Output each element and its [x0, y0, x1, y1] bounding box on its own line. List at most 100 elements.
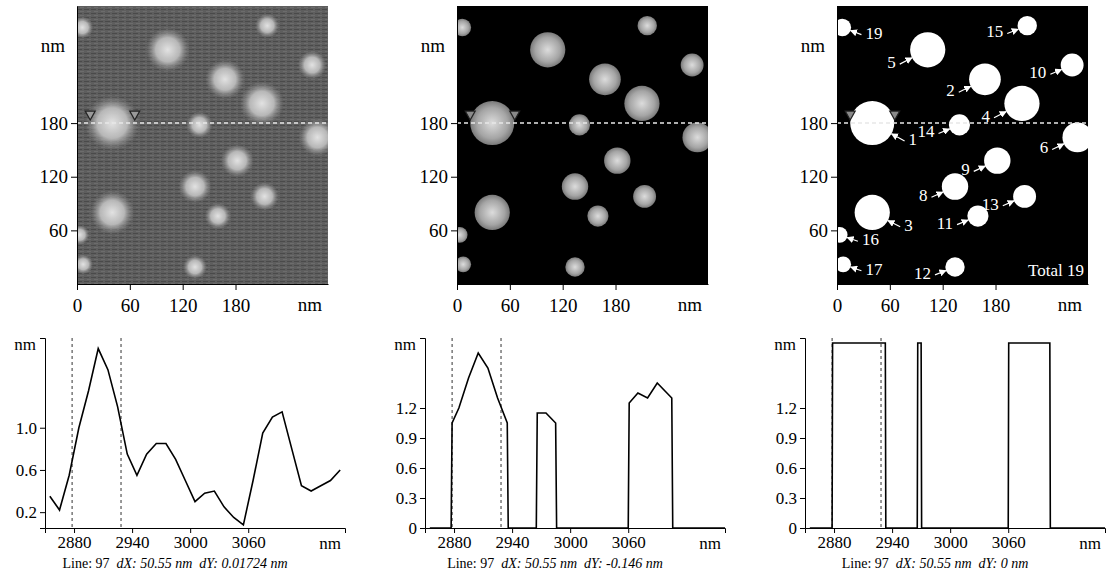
tick: 120 [40, 166, 78, 187]
tick: 3000 [934, 528, 968, 552]
tick-label: 120 [800, 166, 829, 187]
particle [569, 114, 590, 135]
label-arrow [900, 58, 912, 64]
particle [179, 170, 212, 203]
tick-mark [71, 230, 77, 231]
particle-label: 17 [865, 260, 883, 279]
tick: 120 [549, 284, 578, 316]
axis-line [77, 7, 78, 285]
tick-mark [510, 284, 511, 290]
tick-mark [457, 284, 458, 290]
tick-label: 2940 [496, 533, 530, 552]
tick-label: 3060 [992, 533, 1026, 552]
particle [90, 190, 134, 234]
x-axis-title: nm [1058, 294, 1083, 315]
tick-label: 3000 [174, 533, 208, 552]
tick-label: 0.9 [776, 429, 797, 448]
particle [984, 147, 1010, 173]
axis-line [78, 284, 329, 285]
tick-mark [996, 284, 997, 290]
tick-label: 0 [833, 295, 843, 316]
tick-mark [563, 284, 564, 290]
label-arrow [957, 220, 968, 225]
figure: 06012018060120180nmnm06012018060120180nm… [0, 0, 1114, 574]
tick-mark [40, 428, 45, 429]
particle [638, 16, 657, 35]
tick-label: 2880 [58, 533, 92, 552]
tick: 2940 [496, 528, 530, 552]
axis-line [457, 7, 458, 285]
axis: 060120180 [73, 284, 329, 316]
tick: 120 [169, 284, 198, 316]
tick: 120 [420, 166, 458, 187]
label-arrow [935, 271, 946, 275]
particle [589, 63, 621, 95]
axis: 00.30.60.91.2 [396, 339, 426, 538]
caption-part: dX: 50.55 nm [117, 556, 193, 571]
tick-label: 0.6 [396, 459, 417, 478]
particle [475, 195, 510, 230]
tick-label: 180 [800, 113, 829, 134]
tick-label: 60 [429, 220, 448, 241]
profile-line [457, 122, 708, 124]
tick-mark [831, 230, 837, 231]
particle [565, 257, 584, 276]
particle [457, 256, 471, 272]
particle-label: 5 [887, 53, 896, 72]
axis: 60120180 [800, 7, 838, 285]
cursor-line [72, 338, 73, 528]
particle-label: 13 [982, 195, 999, 214]
tick-mark [831, 177, 837, 178]
tick-mark [800, 468, 805, 469]
y-axis-title: nm [421, 35, 446, 56]
tick-label: 1.2 [396, 399, 417, 418]
particle [457, 19, 471, 37]
tick: 2880 [58, 528, 92, 552]
image-background [837, 6, 1088, 284]
axis: 2880294030003060 [426, 528, 726, 552]
tick-label: 2940 [876, 533, 910, 552]
particle-label: 12 [914, 264, 931, 283]
caption-part: dY: -0.146 nm [584, 556, 663, 571]
caption-part: Line: 97 [447, 556, 494, 571]
tick-label: 0.3 [776, 489, 797, 508]
tick: 60 [429, 220, 457, 241]
tick: 60 [49, 220, 77, 241]
tick: 0 [453, 284, 463, 316]
x-axis-title: nm [298, 294, 323, 315]
x-axis-title: nm [1079, 534, 1101, 553]
particle [681, 54, 704, 77]
tick-label: 3000 [554, 533, 588, 552]
image-panel: 06012018060120180nmnm1234568910111213141… [800, 6, 1093, 316]
tick-mark [420, 528, 425, 529]
tick-mark [800, 408, 805, 409]
y-axis-title: nm [394, 335, 416, 354]
tick-mark [71, 123, 77, 124]
profile-cursor [465, 111, 475, 120]
caption: Line: 97dX: 50.55 nmdY: 0 nm [842, 556, 1029, 571]
tick: 3000 [554, 528, 588, 552]
tick: 0 [833, 284, 843, 316]
label-arrow [851, 267, 862, 271]
tick-label: 0 [73, 295, 83, 316]
axis-line [837, 7, 838, 285]
tick-label: 60 [501, 295, 520, 316]
tick-label: 180 [222, 295, 251, 316]
tick-label: 3000 [934, 533, 968, 552]
tick-label: 180 [40, 113, 69, 134]
tick: 180 [602, 284, 631, 316]
axis: 2880 2940 3000 3060 [806, 528, 1106, 552]
tick-label: 2880 [818, 533, 852, 552]
caption: Line: 97dX: 50.55 nmdY: -0.146 nm [447, 556, 663, 571]
caption-part: dY: 0.01724 nm [199, 556, 287, 571]
profile-cursor [510, 111, 520, 120]
profile-curve [810, 343, 1105, 528]
tick: 120 [929, 284, 958, 316]
cursor-line [501, 338, 502, 528]
profile-curve [430, 353, 725, 528]
tick: 1.0 [16, 419, 45, 438]
plot-area [837, 6, 1088, 284]
image-background [77, 6, 328, 284]
label-arrow [939, 129, 950, 134]
y-axis-title: nm [41, 35, 66, 56]
